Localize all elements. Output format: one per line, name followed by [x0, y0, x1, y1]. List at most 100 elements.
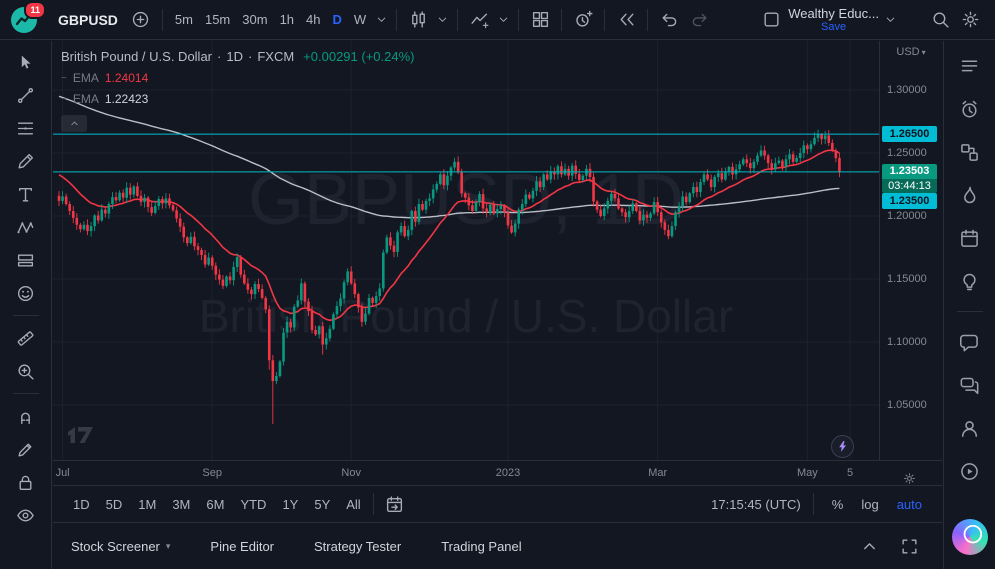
tradingview-logo[interactable]: 11 [10, 0, 46, 34]
tool-magnet-icon[interactable] [11, 401, 41, 431]
range-YTD[interactable]: YTD [234, 494, 272, 515]
range-1M[interactable]: 1M [132, 494, 162, 515]
range-1D[interactable]: 1D [67, 494, 96, 515]
tool-emoji-icon[interactable] [11, 278, 41, 308]
chart-plot[interactable]: GBPUSD, 1D British Pound / U.S. Dollar B… [53, 41, 879, 460]
panel-fullscreen-icon[interactable] [894, 531, 924, 561]
price-tick: 1.10000 [887, 336, 927, 348]
tool-xabcd-pattern-icon[interactable] [11, 212, 41, 242]
assistant-button[interactable] [952, 519, 988, 555]
indicators-icon[interactable] [464, 5, 494, 35]
timeframe-15m[interactable]: 15m [199, 8, 236, 31]
tool-parallel-channel-icon[interactable] [11, 113, 41, 143]
legend-collapse-button[interactable] [61, 115, 87, 132]
tab-strategy-tester[interactable]: Strategy Tester [314, 538, 402, 554]
indicators-chevron-icon[interactable] [494, 5, 512, 35]
tool-eye-icon[interactable] [11, 500, 41, 530]
indicator-ema-fast[interactable]: ~ EMA 1.24014 [61, 71, 414, 85]
alert-icon[interactable] [568, 5, 598, 35]
layout-icon[interactable] [756, 5, 786, 35]
watchlist-icon[interactable] [953, 49, 987, 83]
clock[interactable]: 17:15:45 (UTC) [711, 496, 801, 512]
legend-source-row[interactable]: British Pound / U.S. Dollar · 1D · FXCM … [61, 49, 414, 64]
percent-scale-button[interactable]: % [826, 494, 850, 515]
time-axis[interactable]: Jul Sep Nov 2023 Mar May 5 [53, 460, 942, 486]
boost-button[interactable] [831, 435, 854, 458]
chart-type-icon[interactable] [403, 5, 433, 35]
ema-line-icon: ~ [61, 93, 67, 105]
save-button[interactable]: Save [821, 20, 847, 33]
auto-scale-button[interactable]: auto [891, 494, 928, 515]
tool-long-position-icon[interactable] [11, 245, 41, 275]
range-5D[interactable]: 5D [100, 494, 129, 515]
timeframe-D[interactable]: D [327, 8, 348, 31]
search-icon[interactable] [925, 5, 955, 35]
chat-icon[interactable] [953, 325, 987, 359]
support-icon[interactable] [953, 411, 987, 445]
layout-chevron-icon[interactable] [881, 5, 899, 35]
log-scale-button[interactable]: log [855, 494, 884, 515]
indicator-ema-slow[interactable]: ~ EMA 1.22423 [61, 92, 414, 106]
tool-trend-line-icon[interactable] [11, 80, 41, 110]
date-range-group: 1D 5D 1M 3M 6M YTD 1Y 5Y All [67, 494, 367, 515]
object-tree-icon[interactable] [953, 135, 987, 169]
timeframe-30m[interactable]: 30m [236, 8, 273, 31]
legend-exchange[interactable]: FXCM [257, 49, 295, 64]
panel-collapse-icon[interactable] [854, 531, 884, 561]
tool-brush-icon[interactable] [11, 146, 41, 176]
range-5Y[interactable]: 5Y [308, 494, 336, 515]
goto-date-icon[interactable] [380, 489, 410, 519]
time-tick: Jul [55, 467, 70, 479]
settings-icon[interactable] [955, 5, 985, 35]
timeframe-5m[interactable]: 5m [169, 8, 199, 31]
chart-type-chevron-icon[interactable] [433, 5, 451, 35]
range-3M[interactable]: 3M [166, 494, 196, 515]
price-tick: 1.15000 [887, 273, 927, 285]
tool-cursor-icon[interactable] [11, 47, 41, 77]
alerts-icon[interactable] [953, 92, 987, 126]
timeframe-4h[interactable]: 4h [300, 8, 326, 31]
tool-ruler-icon[interactable] [11, 323, 41, 353]
chart-container: GBPUSD, 1D British Pound / U.S. Dollar B… [53, 41, 942, 569]
price-axis[interactable]: USD ▾ 1.30000 1.25000 1.20000 1.15000 1.10000… [879, 41, 942, 460]
timeframe-W[interactable]: W [348, 8, 372, 31]
timeframe-menu-chevron-icon[interactable] [372, 5, 390, 35]
ema-line-icon: ~ [61, 72, 67, 84]
streams-icon[interactable] [953, 454, 987, 488]
redo-icon[interactable] [684, 5, 714, 35]
tool-zoom-icon[interactable] [11, 356, 41, 386]
time-tick: 2023 [495, 467, 521, 479]
conversations-icon[interactable] [953, 368, 987, 402]
tool-lock-icon[interactable] [11, 467, 41, 497]
notification-badge: 11 [24, 0, 46, 19]
ideas-icon[interactable] [953, 264, 987, 298]
price-tick: 1.20000 [887, 210, 927, 222]
timeframe-1h[interactable]: 1h [274, 8, 300, 31]
chart-legend: British Pound / U.S. Dollar · 1D · FXCM … [61, 49, 414, 132]
tool-text-icon[interactable] [11, 179, 41, 209]
range-6M[interactable]: 6M [200, 494, 230, 515]
symbol-button[interactable]: GBPUSD [50, 8, 126, 32]
hotlists-icon[interactable] [953, 178, 987, 212]
axis-settings-icon[interactable] [900, 463, 918, 493]
range-All[interactable]: All [340, 494, 366, 515]
time-tick: May [797, 467, 818, 479]
price-axis-currency[interactable]: USD ▾ [880, 46, 942, 58]
layout-name-button[interactable]: Wealthy Educ... Save [788, 6, 879, 33]
toolbar-divider [161, 8, 163, 31]
indicator-templates-icon[interactable] [525, 5, 555, 35]
tab-trading-panel[interactable]: Trading Panel [441, 538, 522, 554]
tool-draw-icon[interactable] [11, 434, 41, 464]
range-1Y[interactable]: 1Y [276, 494, 304, 515]
add-symbol-icon[interactable] [126, 5, 156, 35]
undo-icon[interactable] [654, 5, 684, 35]
toolbar-right-group: Wealthy Educ... Save [756, 5, 985, 35]
tab-pine-editor[interactable]: Pine Editor [210, 538, 274, 554]
ema-label: EMA [72, 92, 99, 106]
scale-controls: 17:15:45 (UTC) % log auto [711, 493, 928, 515]
tab-stock-screener[interactable]: Stock Screener ▾ [71, 538, 171, 554]
bar-replay-icon[interactable] [611, 5, 641, 35]
calendar-icon[interactable] [953, 221, 987, 255]
legend-title[interactable]: British Pound / U.S. Dollar [61, 49, 213, 64]
legend-interval[interactable]: 1D [226, 49, 243, 64]
